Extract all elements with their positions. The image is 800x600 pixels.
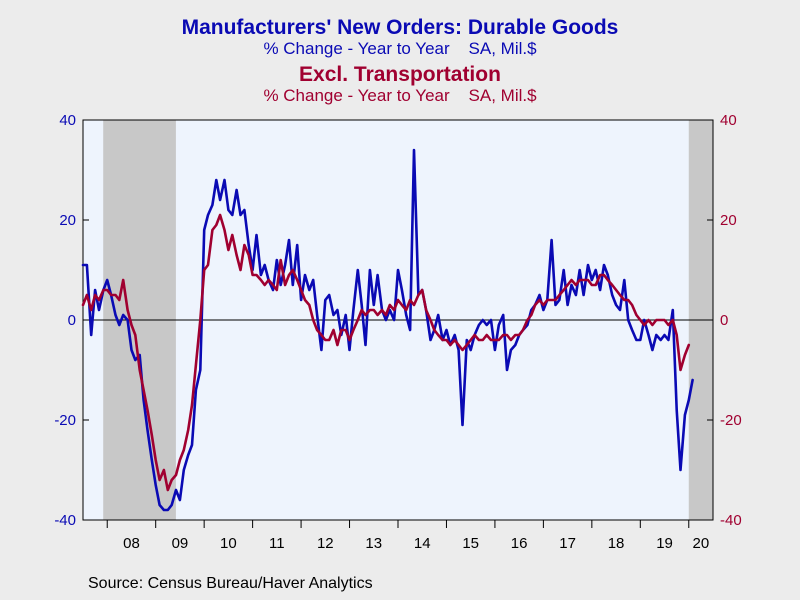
source-note: Source: Census Bureau/Haver Analytics bbox=[88, 575, 373, 592]
second-series-subtitle: % Change - Year to Year SA, Mil.$ bbox=[263, 86, 537, 105]
y-tick-label-right: 20 bbox=[720, 212, 737, 229]
x-tick-label: 17 bbox=[559, 535, 576, 552]
x-tick-label: 09 bbox=[172, 535, 189, 552]
x-tick-label: 08 bbox=[123, 535, 140, 552]
y-tick-label-left: -20 bbox=[54, 412, 76, 429]
y-tick-label-right: 0 bbox=[720, 312, 728, 329]
y-tick-label-left: -40 bbox=[54, 512, 76, 529]
y-tick-label-left: 40 bbox=[59, 112, 76, 129]
x-tick-label: 15 bbox=[462, 535, 479, 552]
second-series-title: Excl. Transportation bbox=[299, 63, 501, 86]
y-tick-label-left: 20 bbox=[59, 212, 76, 229]
x-tick-label: 19 bbox=[656, 535, 673, 552]
x-tick-label: 10 bbox=[220, 535, 237, 552]
x-tick-label: 11 bbox=[269, 535, 285, 552]
x-tick-label: 18 bbox=[608, 535, 625, 552]
y-tick-label-right: -40 bbox=[720, 512, 742, 529]
x-tick-label: 20 bbox=[693, 535, 710, 552]
x-tick-label: 16 bbox=[511, 535, 528, 552]
y-tick-label-right: 40 bbox=[720, 112, 737, 129]
x-tick-label: 13 bbox=[365, 535, 382, 552]
chart-title: Manufacturers' New Orders: Durable Goods bbox=[181, 16, 619, 39]
y-tick-label-left: 0 bbox=[68, 312, 76, 329]
series-line-durable-goods bbox=[81, 148, 694, 512]
chart-subtitle: % Change - Year to Year SA, Mil.$ bbox=[263, 39, 537, 58]
series-line-excl-transportation bbox=[81, 213, 691, 492]
y-tick-label-right: -20 bbox=[720, 412, 742, 429]
x-tick-label: 14 bbox=[414, 535, 431, 552]
x-tick-label: 12 bbox=[317, 535, 334, 552]
